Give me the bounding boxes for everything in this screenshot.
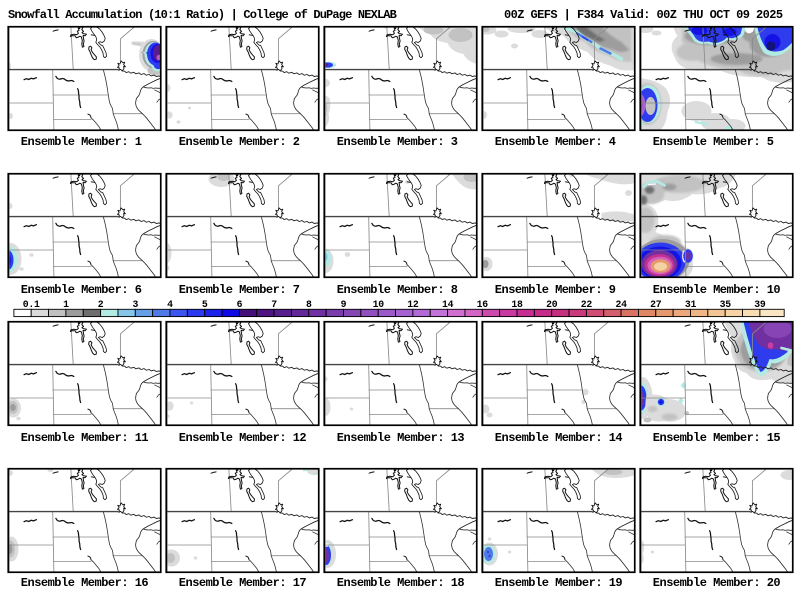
svg-text:00Z GEFS | F384 Valid: 00Z THU: 00Z GEFS | F384 Valid: 00Z THU OCT 09 20… bbox=[504, 8, 783, 22]
svg-text:6: 6 bbox=[237, 299, 243, 310]
svg-text:14: 14 bbox=[442, 299, 454, 310]
svg-text:Ensemble Member: 4: Ensemble Member: 4 bbox=[495, 135, 616, 149]
svg-text:Ensemble Member: 16: Ensemble Member: 16 bbox=[21, 576, 149, 590]
svg-text:1: 1 bbox=[63, 299, 69, 310]
svg-text:Ensemble Member: 20: Ensemble Member: 20 bbox=[653, 576, 781, 590]
svg-text:Ensemble Member: 7: Ensemble Member: 7 bbox=[179, 283, 300, 297]
svg-text:Ensemble Member: 14: Ensemble Member: 14 bbox=[495, 431, 623, 445]
svg-text:8: 8 bbox=[306, 299, 312, 310]
svg-text:Ensemble Member: 12: Ensemble Member: 12 bbox=[179, 431, 307, 445]
svg-text:5: 5 bbox=[202, 299, 208, 310]
svg-text:Ensemble Member: 15: Ensemble Member: 15 bbox=[653, 431, 781, 445]
svg-text:Ensemble Member: 6: Ensemble Member: 6 bbox=[21, 283, 142, 297]
svg-text:4: 4 bbox=[167, 299, 173, 310]
svg-text:Ensemble Member: 9: Ensemble Member: 9 bbox=[495, 283, 616, 297]
svg-text:3: 3 bbox=[132, 299, 138, 310]
svg-text:Ensemble Member: 10: Ensemble Member: 10 bbox=[653, 283, 781, 297]
svg-text:18: 18 bbox=[511, 299, 523, 310]
svg-text:Ensemble Member: 8: Ensemble Member: 8 bbox=[337, 283, 458, 297]
svg-text:35: 35 bbox=[720, 299, 732, 310]
svg-text:2: 2 bbox=[98, 299, 104, 310]
svg-text:20: 20 bbox=[546, 299, 558, 310]
svg-text:9: 9 bbox=[341, 299, 347, 310]
svg-text:24: 24 bbox=[615, 299, 627, 310]
svg-text:Ensemble Member: 17: Ensemble Member: 17 bbox=[179, 576, 307, 590]
svg-text:7: 7 bbox=[271, 299, 277, 310]
svg-text:10: 10 bbox=[373, 299, 385, 310]
svg-text:Ensemble Member: 13: Ensemble Member: 13 bbox=[337, 431, 465, 445]
svg-text:Ensemble Member: 3: Ensemble Member: 3 bbox=[337, 135, 458, 149]
svg-text:Snowfall Accumulation (10:1 Ra: Snowfall Accumulation (10:1 Ratio) | Col… bbox=[8, 8, 397, 22]
svg-text:27: 27 bbox=[650, 299, 662, 310]
svg-text:Ensemble Member: 19: Ensemble Member: 19 bbox=[495, 576, 623, 590]
svg-text:Ensemble Member: 1: Ensemble Member: 1 bbox=[21, 135, 142, 149]
svg-text:31: 31 bbox=[685, 299, 697, 310]
svg-text:Ensemble Member: 5: Ensemble Member: 5 bbox=[653, 135, 774, 149]
svg-text:Ensemble Member: 2: Ensemble Member: 2 bbox=[179, 135, 300, 149]
svg-text:22: 22 bbox=[581, 299, 593, 310]
svg-text:0.1: 0.1 bbox=[23, 299, 40, 310]
svg-text:12: 12 bbox=[407, 299, 419, 310]
svg-text:39: 39 bbox=[754, 299, 766, 310]
svg-text:Ensemble Member: 11: Ensemble Member: 11 bbox=[21, 431, 149, 445]
svg-text:16: 16 bbox=[477, 299, 489, 310]
svg-text:Ensemble Member: 18: Ensemble Member: 18 bbox=[337, 576, 465, 590]
